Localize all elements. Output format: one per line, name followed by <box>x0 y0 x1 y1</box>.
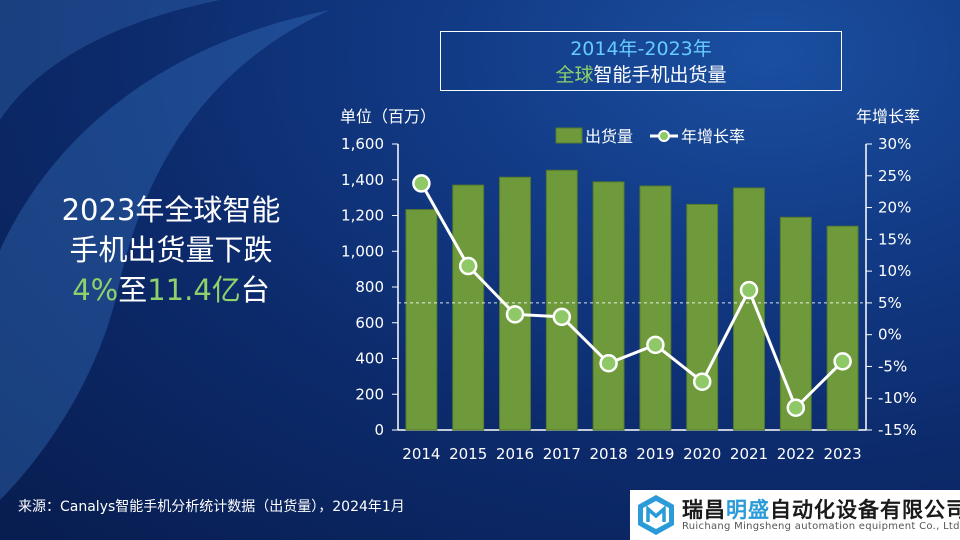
x-tick-label: 2019 <box>636 445 674 463</box>
right-tick-label: 25% <box>878 167 911 185</box>
left-tick-label: 800 <box>355 278 384 296</box>
growth-point-2021 <box>739 280 759 300</box>
growth-point-2014 <box>412 174 431 193</box>
company-logo-icon <box>638 495 674 535</box>
left-tick-label: 1,600 <box>341 135 384 153</box>
legend-swatch-shipments <box>555 127 583 144</box>
left-tick-label: 1,400 <box>341 171 384 189</box>
legend-swatch-growth-marker <box>658 130 670 142</box>
company-name: 瑞昌明盛自动化设备有限公司 <box>682 494 960 524</box>
growth-point-2023 <box>833 352 852 371</box>
x-tick-label: 2014 <box>402 445 440 463</box>
chart-title-line1: 2014年-2023年 <box>570 38 712 60</box>
chart-title-box: 2014年-2023年 全球智能手机出货量 <box>440 31 842 91</box>
left-axis-unit: 单位（百万） <box>340 107 437 126</box>
bar-shipments-2014 <box>405 209 438 431</box>
chart-title-line2: 全球智能手机出货量 <box>441 62 841 88</box>
growth-point-2022 <box>786 398 806 418</box>
left-tick-label: 0 <box>374 421 384 439</box>
growth-point-2015 <box>458 256 478 276</box>
right-tick-label: 10% <box>878 262 911 280</box>
bar-shipments-2019 <box>639 185 672 431</box>
left-tick-label: 200 <box>355 385 384 403</box>
right-tick-label: -10% <box>878 389 917 407</box>
headline-end: 台 <box>240 273 270 307</box>
x-tick-label: 2021 <box>730 445 768 463</box>
growth-point-2018 <box>599 354 618 373</box>
left-tick-label: 1,200 <box>341 207 384 225</box>
x-tick-label: 2023 <box>824 445 862 463</box>
headline-line1: 2023年全球智能 <box>61 193 281 227</box>
growth-point-2016 <box>505 305 525 324</box>
source-note: 来源：Canalys智能手机分析统计数据（出货量），2024年1月 <box>18 499 405 515</box>
right-tick-label: -15% <box>878 421 917 439</box>
legend-label-growth: 年增长率 <box>681 127 745 146</box>
headline-num: 11.4亿 <box>147 273 241 307</box>
right-tick-label: 20% <box>878 199 911 217</box>
company-name-a: 瑞昌 <box>682 498 726 522</box>
chart-title-rest: 智能手机出货量 <box>593 64 727 86</box>
growth-rate-line <box>420 182 844 411</box>
legend-label-shipments: 出货量 <box>585 127 633 146</box>
right-tick-label: -5% <box>878 357 907 375</box>
left-tick-label: 400 <box>355 350 384 368</box>
right-tick-label: 5% <box>878 294 902 312</box>
company-name-b: 明盛 <box>726 498 770 522</box>
headline-pct: 4% <box>72 273 119 307</box>
bar-shipments-2017 <box>545 169 578 431</box>
right-tick-label: 30% <box>878 135 911 153</box>
x-tick-label: 2020 <box>683 445 721 463</box>
left-tick-label: 1,000 <box>341 242 384 260</box>
x-tick-label: 2022 <box>777 445 815 463</box>
bar-shipments-2018 <box>592 181 625 431</box>
headline-line3: 4%至11.4亿台 <box>36 270 306 310</box>
growth-point-2019 <box>646 335 665 355</box>
x-tick-label: 2016 <box>496 445 534 463</box>
bar-shipments-2020 <box>686 203 719 431</box>
x-tick-label: 2015 <box>449 445 487 463</box>
right-axis-unit: 年增长率 <box>856 107 921 126</box>
company-logo-banner: 瑞昌明盛自动化设备有限公司 Ruichang Mingsheng automat… <box>630 490 960 540</box>
right-tick-label: 15% <box>878 230 911 248</box>
right-tick-label: 0% <box>878 326 902 344</box>
left-tick-label: 600 <box>355 314 384 332</box>
company-name-en: Ruichang Mingsheng automation equipment … <box>682 521 960 532</box>
bar-shipments-2023 <box>826 225 859 431</box>
company-name-c: 自动化设备有限公司 <box>770 498 960 522</box>
x-tick-label: 2017 <box>543 445 581 463</box>
bar-shipments-2015 <box>452 184 485 431</box>
bar-shipments-2022 <box>779 216 812 431</box>
chart-title-prefix: 全球 <box>555 64 594 86</box>
x-tick-label: 2018 <box>590 445 628 463</box>
headline: 2023年全球智能 手机出货量下跌 4%至11.4亿台 <box>36 190 306 310</box>
growth-point-2020 <box>692 372 712 391</box>
headline-line2: 手机出货量下跌 <box>69 233 273 267</box>
headline-mid: 至 <box>118 273 148 307</box>
growth-point-2017 <box>552 307 572 327</box>
